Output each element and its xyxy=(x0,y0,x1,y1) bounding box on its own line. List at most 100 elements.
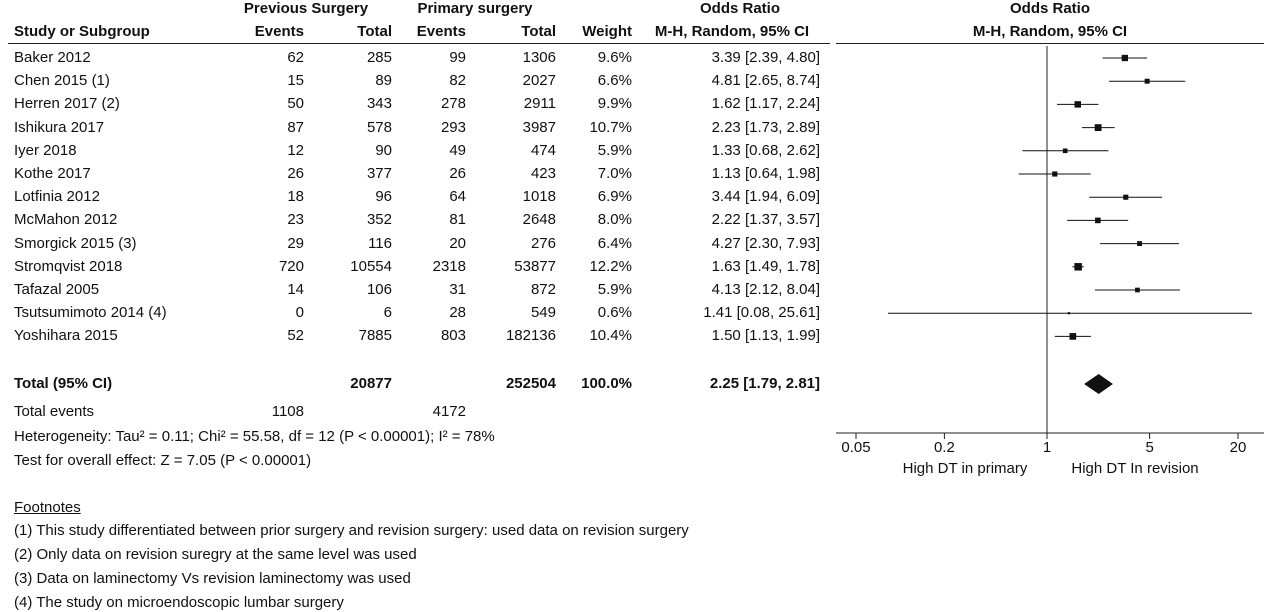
cell-study: Baker 2012 xyxy=(14,49,91,66)
or-text-header: Odds Ratio xyxy=(699,0,780,17)
cell-events2: 81 xyxy=(449,211,466,229)
cell-total1: 7885 xyxy=(358,327,392,345)
cell-events1: 52 xyxy=(287,327,304,345)
study-point xyxy=(1062,148,1068,154)
cell-ci-text: 3.39 [2.39, 4.80] xyxy=(711,49,820,66)
study-point xyxy=(1094,124,1102,132)
cell-weight: 6.6% xyxy=(597,72,632,90)
cell-ci-text: 2.22 [1.37, 3.57] xyxy=(711,211,820,229)
total1-header: Total xyxy=(357,23,392,40)
axis-right-label: High DT In revision xyxy=(1071,460,1199,477)
cell-events1: 87 xyxy=(287,118,304,136)
cell-study: Tafazal 2005 xyxy=(14,281,100,298)
cell-study: Chen 2015 (1) xyxy=(14,72,110,90)
cell-events1: 50 xyxy=(287,95,304,113)
cell-events1: 23 xyxy=(287,211,304,229)
total-events-label: Total events xyxy=(14,403,95,420)
events2-header: Events xyxy=(416,23,466,40)
study-point xyxy=(1135,287,1140,293)
cell-weight: 0.6% xyxy=(597,304,632,322)
cell-total1: 377 xyxy=(366,165,392,182)
footnote-2: (2) Only data on revision suregry at the… xyxy=(14,546,417,563)
cell-total2: 2648 xyxy=(522,211,556,229)
cell-ci-text: 4.13 [2.12, 8.04] xyxy=(711,281,820,298)
cell-total1: 96 xyxy=(375,188,392,206)
cell-total2: 2027 xyxy=(522,72,556,90)
cell-events2: 49 xyxy=(449,141,466,159)
cell-ci-text: 4.81 [2.65, 8.74] xyxy=(711,72,820,90)
footnotes-title: Footnotes xyxy=(14,499,81,516)
study-point xyxy=(1121,54,1128,62)
cell-study: Kothe 2017 xyxy=(14,165,91,182)
or-plot-header: Odds Ratio xyxy=(1009,0,1090,17)
total2-value: 252504 xyxy=(505,375,556,392)
cell-study: Tsutsumimoto 2014 (4) xyxy=(14,304,167,322)
cell-study: Smorgick 2015 (3) xyxy=(14,234,137,252)
cell-study: Yoshihara 2015 xyxy=(14,327,118,345)
cell-total1: 343 xyxy=(366,95,392,113)
cell-events2: 2318 xyxy=(432,257,466,275)
cell-study: Stromqvist 2018 xyxy=(14,257,123,275)
x-tick-label: 20 xyxy=(1230,439,1247,456)
header-rule-left xyxy=(8,43,830,44)
total-events2: 4172 xyxy=(432,403,466,420)
axis-left-label: High DT in primary xyxy=(902,460,1028,477)
total2-header: Total xyxy=(521,23,556,40)
cell-ci-text: 1.63 [1.49, 1.78] xyxy=(711,257,820,275)
cell-study: Lotfinia 2012 xyxy=(14,188,100,206)
cell-study: Herren 2017 (2) xyxy=(14,95,120,113)
cell-events1: 720 xyxy=(278,257,304,275)
x-tick-label: 0.05 xyxy=(841,439,870,456)
x-tick-label: 1 xyxy=(1043,439,1051,456)
cell-events2: 20 xyxy=(449,234,466,252)
cell-events2: 293 xyxy=(440,118,466,136)
x-tick-label: 0.2 xyxy=(934,439,955,456)
header-rule-right xyxy=(836,43,1264,44)
cell-weight: 10.7% xyxy=(589,118,632,136)
cell-total2: 1306 xyxy=(522,49,556,66)
cell-events1: 14 xyxy=(287,281,304,298)
cell-ci-text: 1.41 [0.08, 25.61] xyxy=(703,304,820,322)
cell-events2: 31 xyxy=(449,281,466,298)
group1-header: Previous Surgery xyxy=(243,0,369,17)
heterogeneity-text: Heterogeneity: Tau² = 0.11; Chi² = 55.58… xyxy=(14,428,495,445)
cell-weight: 12.2% xyxy=(589,257,632,275)
cell-events2: 82 xyxy=(449,72,466,90)
study-point xyxy=(1144,78,1150,84)
cell-total1: 90 xyxy=(375,141,392,159)
cell-weight: 10.4% xyxy=(589,327,632,345)
cell-total2: 53877 xyxy=(514,257,556,275)
study-point xyxy=(1137,241,1142,247)
weight-header: Weight xyxy=(582,23,632,40)
cell-total1: 578 xyxy=(366,118,392,136)
cell-total2: 474 xyxy=(530,141,556,159)
cell-total1: 106 xyxy=(366,281,392,298)
cell-events1: 15 xyxy=(287,72,304,90)
cell-events1: 26 xyxy=(287,165,304,182)
study-point xyxy=(1052,171,1058,177)
cell-weight: 6.9% xyxy=(597,188,632,206)
cell-weight: 7.0% xyxy=(597,165,632,182)
total-label: Total (95% CI) xyxy=(14,375,113,392)
cell-study: Iyer 2018 xyxy=(14,141,77,159)
cell-events2: 278 xyxy=(440,95,466,113)
cell-events2: 803 xyxy=(440,327,466,345)
study-point xyxy=(1095,217,1101,224)
total-weight: 100.0% xyxy=(581,375,632,392)
method-text-header: M-H, Random, 95% CI xyxy=(654,23,810,40)
cell-total1: 116 xyxy=(368,234,392,252)
total1-value: 20877 xyxy=(350,375,392,392)
cell-total2: 872 xyxy=(530,281,556,298)
cell-total2: 423 xyxy=(530,165,556,182)
overall-effect-text: Test for overall effect: Z = 7.05 (P < 0… xyxy=(14,452,312,469)
cell-total2: 549 xyxy=(530,304,556,322)
study-column-header: Study or Subgroup xyxy=(14,23,150,40)
cell-total1: 352 xyxy=(366,211,392,229)
cell-events2: 26 xyxy=(449,165,466,182)
cell-weight: 9.6% xyxy=(597,49,632,66)
cell-study: Ishikura 2017 xyxy=(14,118,105,136)
cell-total2: 2911 xyxy=(523,95,556,113)
cell-events1: 62 xyxy=(287,49,304,66)
footnote-1: (1) This study differentiated between pr… xyxy=(14,522,689,539)
